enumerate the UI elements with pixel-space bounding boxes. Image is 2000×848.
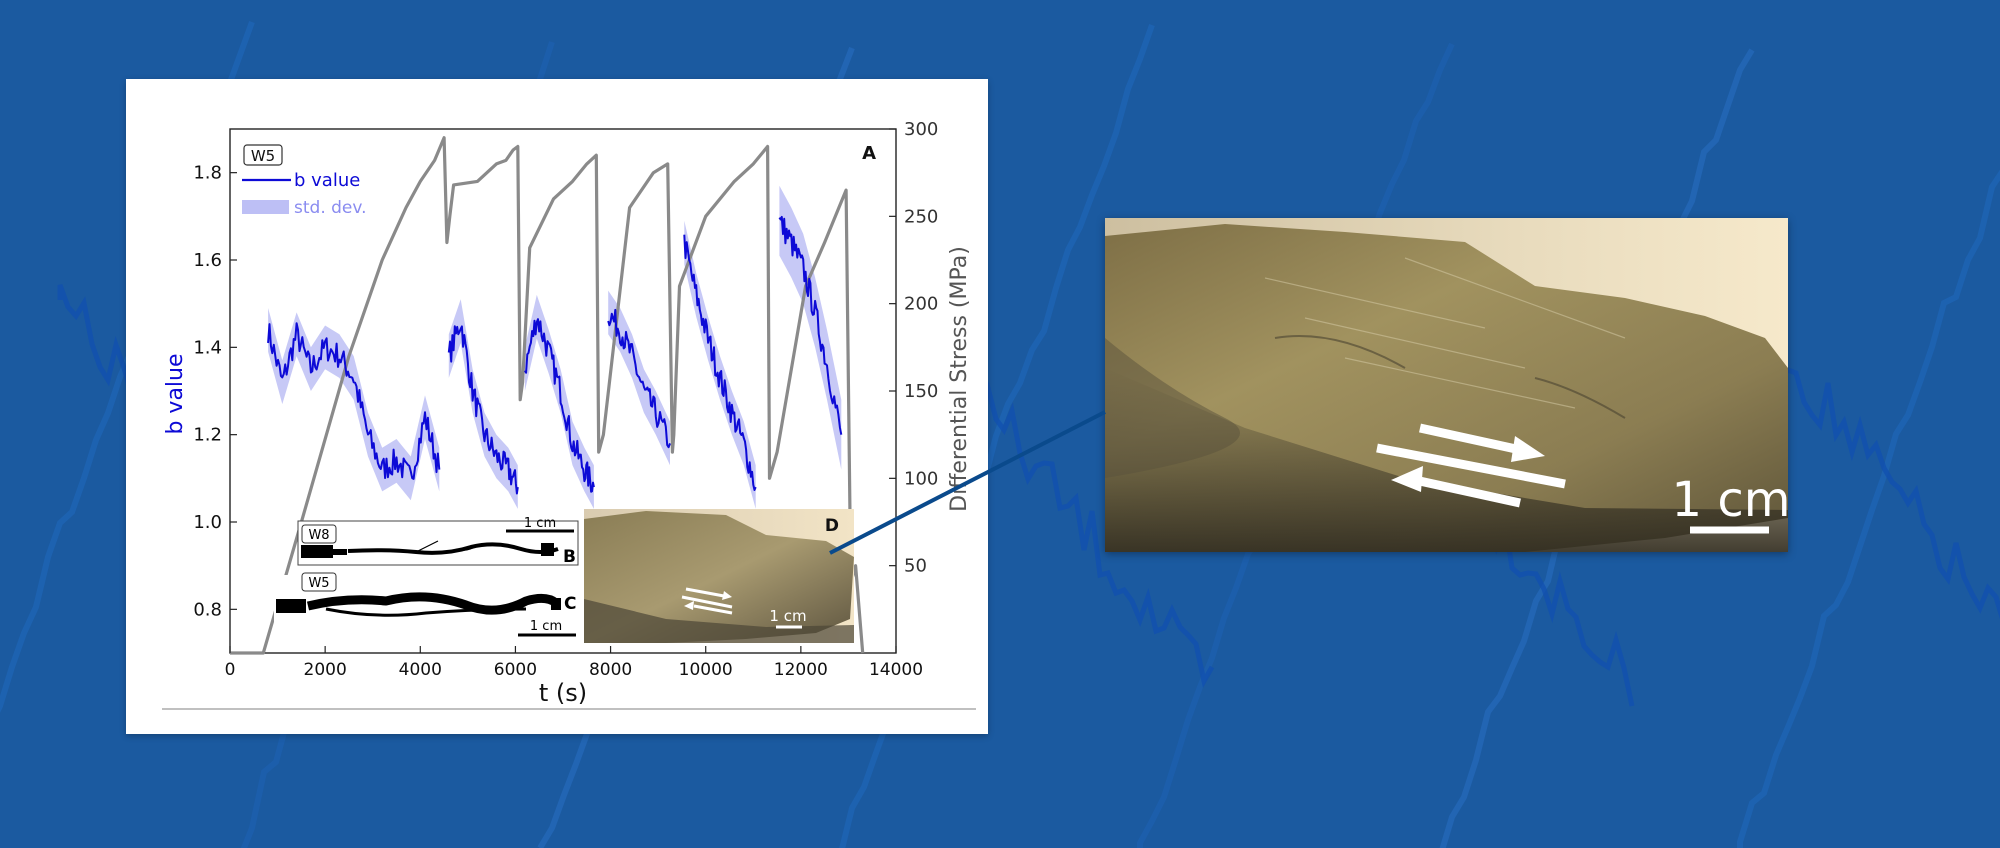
inset-d-shear-arrows <box>681 587 733 615</box>
y-right-tick-label: 150 <box>904 381 938 402</box>
panel-label-c: C <box>564 594 576 614</box>
y-left-tick-label: 1.0 <box>193 512 222 533</box>
inset-c-tag-box <box>301 572 337 592</box>
x-tick-label: 0 <box>225 660 236 680</box>
b-value-series-segment-0 <box>267 322 441 480</box>
zoom-shear-arrows-icon <box>1376 423 1566 508</box>
inset-b-tag: W8 <box>308 528 329 543</box>
x-tick-label: 8000 <box>589 660 632 680</box>
x-tick-label: 6000 <box>494 660 537 680</box>
std-band-segment-4 <box>684 220 756 509</box>
b-value-series-segment-5 <box>778 215 843 435</box>
panel-label-b: B <box>563 547 576 567</box>
std-band-segment-2 <box>524 294 594 509</box>
b-value-series-segment-1 <box>447 325 519 495</box>
y-right-tick-label: 200 <box>904 294 938 315</box>
x-tick-label: 12000 <box>774 660 828 680</box>
y-left-tick-label: 1.4 <box>193 337 222 358</box>
y-right-tick-label: 100 <box>904 468 938 489</box>
y-right-tick-label: 250 <box>904 206 938 227</box>
panel-label-a: A <box>862 143 876 164</box>
background-wave <box>1737 169 2000 848</box>
inset-c-tag: W5 <box>308 576 329 591</box>
legend-std-swatch <box>242 200 289 214</box>
y-right-tick-label: 50 <box>904 556 927 577</box>
inset-c-scale-label: 1 cm <box>530 619 562 634</box>
inset-b-tag-box <box>301 524 337 544</box>
zoom-rock-photo: 1 cm <box>1105 218 1788 552</box>
legend-std-label: std. dev. <box>294 198 367 218</box>
b-value-stress-chart: 0 2000 4000 6000 8000 10000 12000 14000 0.8 1.0 1.… <box>162 119 976 710</box>
y-left-tick-label: 1.6 <box>193 250 222 271</box>
y-left-tick-label: 1.2 <box>193 425 222 446</box>
x-axis-label: t (s) <box>539 679 587 707</box>
y-axis-left-label: b value <box>163 353 188 434</box>
b-value-series-segment-3 <box>607 308 671 449</box>
sample-tag-w5: W5 <box>251 147 275 165</box>
x-tick-label: 10000 <box>679 660 733 680</box>
inset-d-photo: 1 cm D <box>584 509 854 643</box>
y-left-tick-label: 1.8 <box>193 163 222 184</box>
inset-d-scale-label: 1 cm <box>769 607 806 625</box>
sample-tag-box <box>243 144 283 166</box>
y-right-tick-label: 300 <box>904 119 938 140</box>
figure-card: 0 2000 4000 6000 8000 10000 12000 14000 0.8 1.0 1.… <box>126 79 988 734</box>
y-left-tick-label: 0.8 <box>193 599 222 620</box>
panel-label-d: D <box>825 516 839 536</box>
inset-b: W8 1 cm B <box>297 516 579 567</box>
inset-c: W5 1 cm C <box>274 572 580 637</box>
zoom-scale-label: 1 cm <box>1672 472 1788 528</box>
inset-b-scale-label: 1 cm <box>524 516 556 531</box>
y-axis-right-label: Differential Stress (MPa) <box>947 246 972 512</box>
b-value-series-segment-4 <box>683 234 757 491</box>
std-band-segment-0 <box>268 308 440 501</box>
stress-series-line <box>230 136 865 655</box>
x-tick-label: 14000 <box>869 660 923 680</box>
x-tick-label: 4000 <box>399 660 442 680</box>
b-value-series-segment-2 <box>524 318 595 493</box>
legend-b-value-label: b value <box>294 170 360 191</box>
x-tick-label: 2000 <box>304 660 347 680</box>
std-band-segment-5 <box>779 185 842 470</box>
